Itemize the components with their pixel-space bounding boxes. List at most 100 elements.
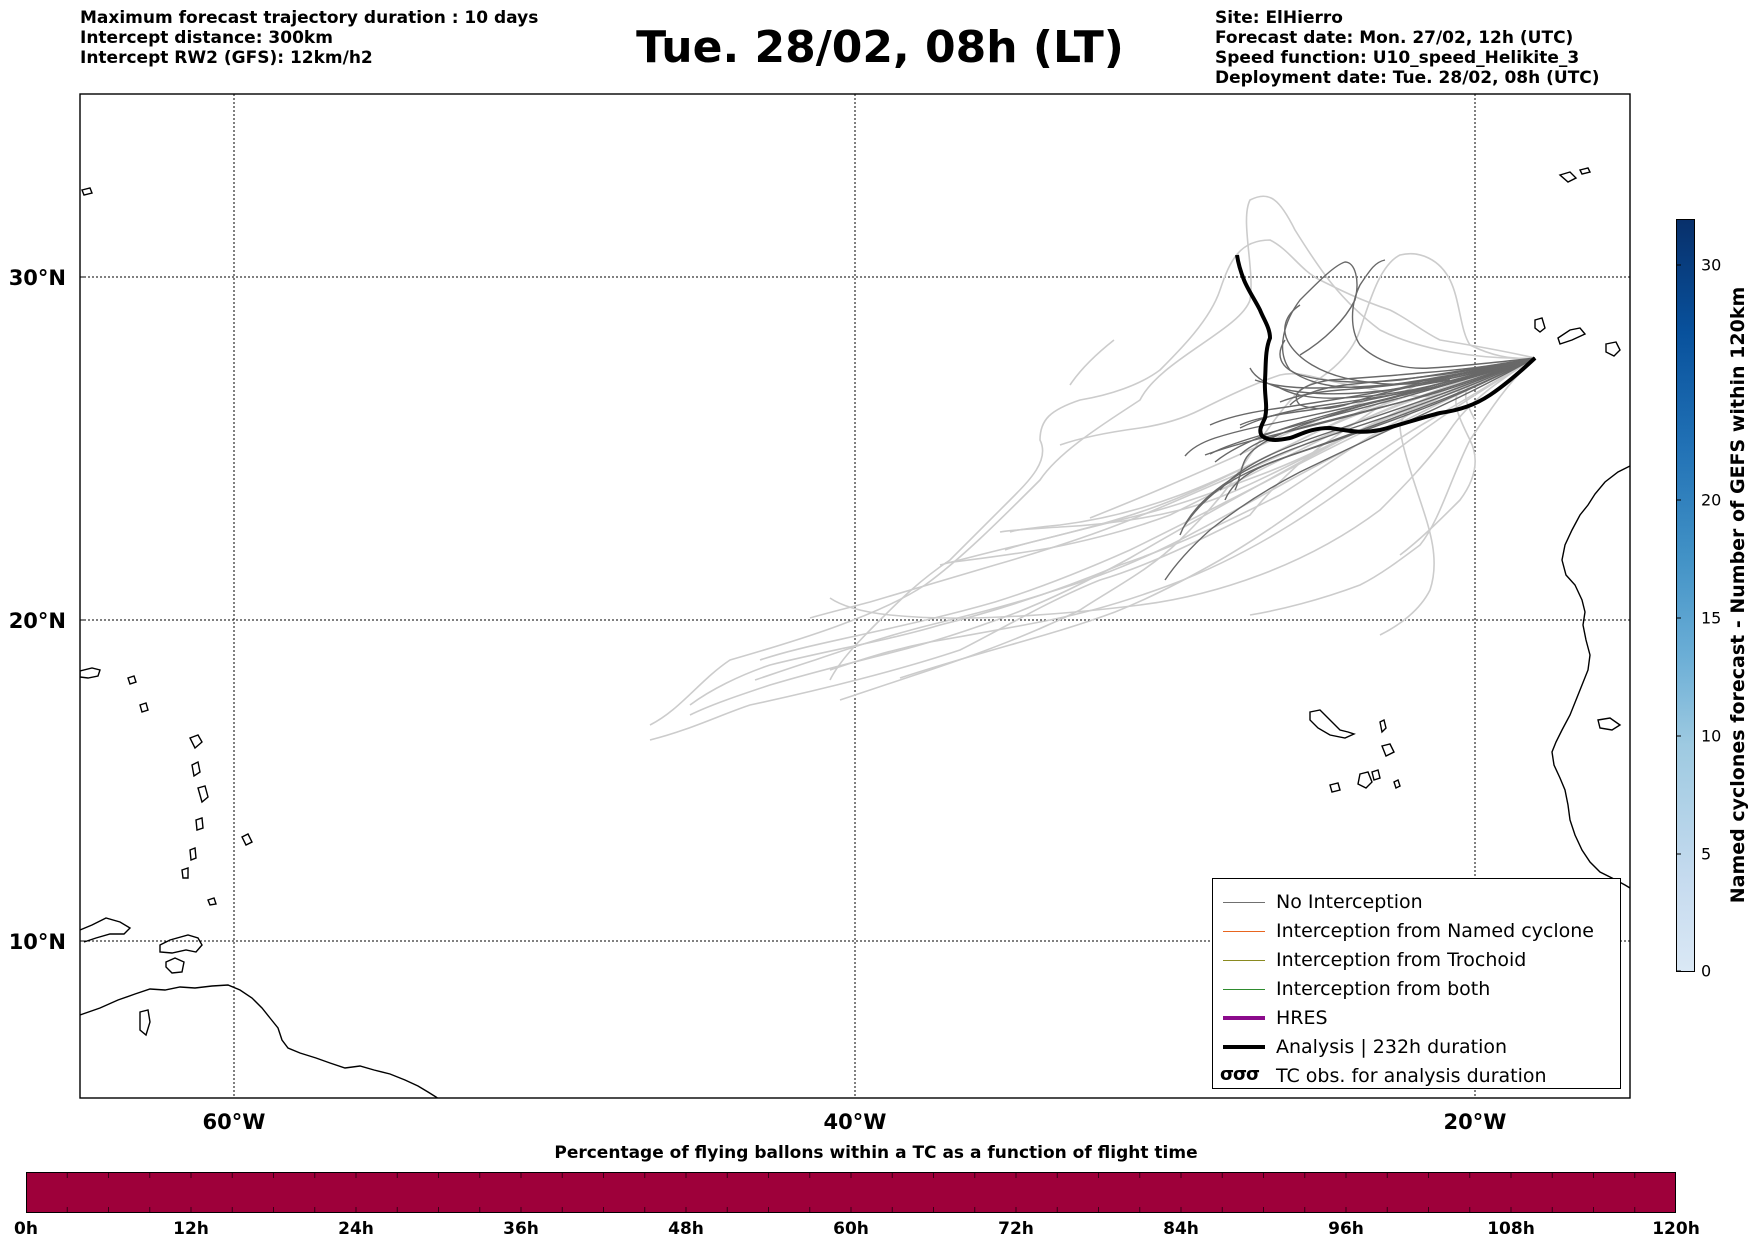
legend-item-tc-obs: σσσ TC obs. for analysis duration [1213, 1062, 1620, 1091]
puerto-rico [80, 667, 101, 679]
trajectory-light [649, 195, 1536, 726]
legend-label-analysis: Analysis | 232h duration [1276, 1036, 1508, 1058]
lesser-antilles-8 [207, 897, 217, 906]
cape-verde-1 [1309, 709, 1356, 739]
cape-verde-7 [1393, 779, 1401, 789]
lon-label-60w: 60°W [203, 1110, 266, 1134]
analysis-trajectory [1235, 254, 1537, 442]
trajectory-dark [1219, 357, 1536, 491]
canary-islands-1 [1534, 317, 1546, 333]
legend-label-tc-obs: TC obs. for analysis duration [1276, 1065, 1547, 1087]
legend-label-both: Interception from both [1276, 978, 1491, 1000]
trajectory-dark [1204, 357, 1536, 456]
legend-line-trochoid [1223, 960, 1265, 961]
tc-symbol-icon: σσσ [1220, 1064, 1260, 1085]
cyclone-colorbar [1676, 219, 1695, 972]
legend-label-hres: HRES [1276, 1007, 1328, 1029]
map-frame [79, 93, 1631, 1099]
cape-verde-5 [1357, 771, 1373, 789]
trajectory-light [829, 357, 1536, 619]
timebar-label-24h: 24h [338, 1219, 374, 1239]
trajectories-dark [1164, 259, 1536, 581]
canary-islands-3 [1605, 341, 1621, 357]
trajectory-dark [1239, 357, 1536, 429]
trajectory-light [839, 253, 1536, 701]
legend-label-no-interception: No Interception [1276, 891, 1423, 913]
cape-verde-3 [1381, 743, 1395, 757]
legend-line-named-cyclone [1223, 931, 1265, 932]
trajectories-light [649, 195, 1536, 741]
trajectory-dark [1284, 304, 1536, 385]
lesser-antilles-1 [189, 734, 203, 750]
legend-item-both: Interception from both [1213, 975, 1620, 1004]
intercept-rw2-text: Intercept RW2 (GFS): 12km/h2 [80, 48, 373, 68]
lesser-antilles-5 [189, 847, 197, 861]
lesser-antilles-3 [197, 785, 209, 804]
forecast-date-text: Forecast date: Mon. 27/02, 12h (UTC) [1215, 28, 1574, 48]
trajectory-dark [1289, 357, 1536, 406]
gulf-coast [80, 917, 132, 943]
africa-coast [1551, 465, 1630, 889]
intercept-distance-text: Intercept distance: 300km [80, 28, 333, 48]
legend-label-named-cyclone: Interception from Named cyclone [1276, 920, 1594, 942]
timebar-label-60h: 60h [833, 1219, 869, 1239]
legend-line-both [1223, 989, 1265, 990]
legend-item-analysis: Analysis | 232h duration [1213, 1033, 1620, 1062]
caribbean-small-2 [139, 702, 149, 713]
trajectory-light [649, 357, 1536, 741]
max-duration-text: Maximum forecast trajectory duration : 1… [80, 8, 539, 28]
speed-function-text: Speed function: U10_speed_Helikite_3 [1215, 48, 1580, 68]
cbar-label-30: 30 [1701, 255, 1722, 275]
header-left-info: Maximum forecast trajectory duration : 1… [80, 8, 538, 68]
caribbean-small-1 [127, 675, 137, 685]
trajectory-light [809, 357, 1536, 619]
legend-line-analysis [1223, 1045, 1265, 1049]
lon-label-20w: 20°W [1444, 1110, 1507, 1134]
trajectory-light [1069, 339, 1115, 386]
timebar-label-120h: 120h [1652, 1219, 1700, 1239]
timebar-label-108h: 108h [1487, 1219, 1535, 1239]
lat-label-10n: 10°N [9, 930, 66, 954]
cbar-label-0: 0 [1701, 961, 1712, 981]
timebar-caption: Percentage of flying ballons within a TC… [554, 1143, 1198, 1163]
trajectory-dark [1164, 357, 1536, 581]
caribbean-small-3 [81, 187, 93, 196]
cbar-label-15: 15 [1701, 608, 1722, 628]
trajectory-light [689, 357, 1536, 706]
timebar-label-72h: 72h [998, 1219, 1034, 1239]
timebar-label-12h: 12h [173, 1219, 209, 1239]
lat-label-30n: 30°N [9, 266, 66, 290]
site-text: Site: ElHierro [1215, 8, 1343, 28]
header-right-info: Site: ElHierro Forecast date: Mon. 27/02… [1215, 8, 1600, 88]
africa-islet [1597, 717, 1622, 731]
trajectory-light [899, 357, 1536, 679]
madeira-islet [1578, 167, 1592, 175]
trajectory-dark [1279, 357, 1536, 403]
timebar-label-84h: 84h [1163, 1219, 1199, 1239]
trajectory-light [829, 239, 1536, 681]
trajectory-light [1249, 357, 1536, 616]
lesser-antilles-9 [139, 1009, 151, 1037]
map-legend: No Interception Interception from Named … [1212, 878, 1621, 1089]
trajectory-dark [1179, 357, 1536, 536]
trajectory-dark [1351, 259, 1536, 369]
coastlines [80, 167, 1630, 1098]
lesser-antilles-2 [191, 760, 201, 778]
colorbar-title: Named cyclones forecast - Number of GEFS… [1727, 286, 1749, 904]
cape-verde-6 [1371, 769, 1381, 781]
lon-label-40w: 40°W [824, 1110, 887, 1134]
legend-item-hres: HRES [1213, 1004, 1620, 1033]
trajectory-light [689, 357, 1536, 716]
cape-verde-2 [1379, 718, 1387, 734]
trinidad-island [165, 957, 185, 974]
cbar-label-5: 5 [1701, 844, 1712, 864]
madeira-island [1558, 171, 1578, 183]
page-title: Tue. 28/02, 08h (LT) [636, 22, 1124, 73]
venezuela-peninsula [159, 934, 203, 954]
lat-label-20n: 20°N [9, 609, 66, 633]
cbar-label-20: 20 [1701, 490, 1722, 510]
timebar-label-0h: 0h [14, 1219, 38, 1239]
timebar-label-48h: 48h [668, 1219, 704, 1239]
legend-item-no-interception: No Interception [1213, 888, 1620, 917]
deployment-date-text: Deployment date: Tue. 28/02, 08h (UTC) [1215, 68, 1600, 88]
